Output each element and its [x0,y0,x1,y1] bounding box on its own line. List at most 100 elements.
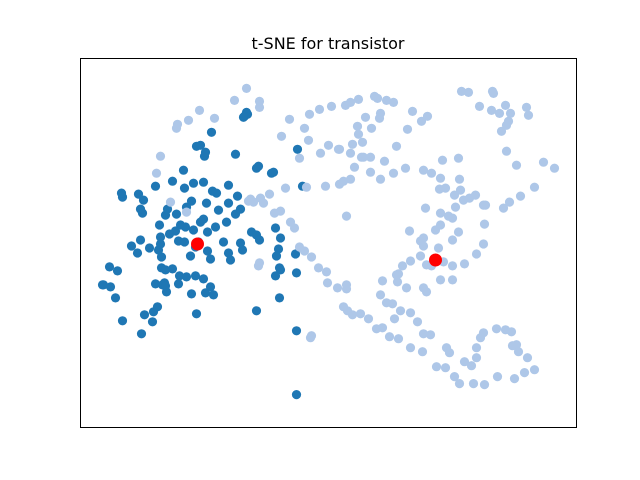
data-point-series-1-111 [332,283,343,293]
data-point-series-1-110 [341,280,352,290]
data-point-series-1-162 [420,203,431,213]
data-point-series-1-25 [458,195,469,205]
data-point-series-1-130 [320,181,331,191]
data-point-series-0-83 [112,266,123,276]
data-point-series-0-69 [188,225,199,235]
data-point-series-1-86 [513,347,524,357]
data-point-series-1-132 [338,176,349,186]
data-point-series-1-121 [269,208,280,218]
data-point-series-1-56 [435,208,446,218]
data-point-series-1-141 [388,97,399,107]
data-point-series-1-30 [453,153,464,163]
data-point-series-1-94 [454,379,465,389]
data-point-series-0-84 [104,262,115,272]
data-point-series-1-133 [345,174,356,184]
data-point-series-1-67 [389,314,400,324]
data-point-series-1-18 [529,182,540,192]
data-point-series-0-42 [155,239,166,249]
data-point-series-0-3 [238,112,249,122]
data-point-series-1-104 [363,314,374,324]
data-point-series-0-17 [274,293,285,303]
data-point-series-0-6 [191,141,202,151]
data-point-series-1-169 [422,111,433,121]
data-point-series-1-65 [391,270,402,280]
data-point-series-1-88 [529,365,540,375]
data-point-series-1-71 [418,329,429,339]
data-point-series-1-167 [402,124,413,134]
data-point-series-0-89 [147,317,158,327]
data-point-series-0-62 [274,263,285,273]
data-point-series-0-86 [110,293,121,303]
data-point-series-0-25 [201,198,212,208]
data-point-series-1-58 [433,243,444,253]
centroid-points [191,237,442,267]
data-point-series-1-198 [341,211,352,221]
data-point-series-1-89 [519,368,530,378]
data-point-series-0-19 [167,176,178,186]
data-point-series-1-44 [377,276,388,286]
data-point-series-1-178 [276,131,287,141]
data-point-series-0-109 [160,281,171,291]
data-point-series-1-181 [254,96,265,106]
data-point-series-1-42 [401,283,412,293]
data-point-series-1-52 [447,235,458,245]
data-point-series-1-157 [388,168,399,178]
data-point-series-0-118 [291,390,302,400]
data-point-series-1-183 [229,95,240,105]
data-point-series-1-97 [431,362,442,372]
data-point-series-1-163 [375,174,386,184]
data-point-series-0-70 [213,205,224,215]
data-point-series-1-190 [151,168,162,178]
data-point-series-1-87 [522,353,533,363]
data-point-series-1-147 [326,101,337,111]
data-point-series-0-4 [206,127,217,137]
data-point-series-1-98 [417,347,428,357]
data-point-series-1-151 [303,135,314,145]
data-point-series-1-99 [405,343,416,353]
data-point-series-1-129 [301,182,312,192]
data-point-series-0-9 [230,149,241,159]
data-point-series-1-4 [474,101,485,111]
data-point-series-0-27 [186,196,197,206]
data-point-series-1-138 [360,112,371,122]
centroid-point-1 [429,253,442,267]
data-point-series-1-179 [284,114,295,124]
data-point-series-1-112 [322,278,333,288]
data-point-series-1-77 [471,353,482,363]
data-point-series-0-92 [152,302,163,312]
data-point-series-0-67 [232,191,243,201]
data-point-series-1-117 [294,242,305,252]
data-point-series-1-125 [245,194,256,204]
data-point-series-1-134 [349,162,360,172]
data-point-series-0-106 [198,274,209,284]
data-point-series-1-114 [313,263,324,273]
data-point-series-0-39 [156,252,167,262]
data-point-series-1-16 [538,157,549,167]
data-point-series-1-61 [421,260,432,270]
data-point-series-0-48 [179,237,190,247]
data-point-series-0-65 [235,204,246,214]
data-point-series-0-102 [190,271,201,281]
data-point-series-0-111 [202,246,213,256]
data-point-series-1-175 [333,144,344,154]
data-point-series-1-146 [340,100,351,110]
data-point-series-1-11 [523,110,534,120]
data-point-series-1-197 [418,283,429,293]
data-point-series-1-196 [306,331,317,341]
data-point-series-0-13 [268,167,279,177]
data-point-series-0-90 [136,329,147,339]
data-point-series-1-186 [183,115,194,125]
data-point-series-0-105 [205,282,216,292]
data-point-series-1-140 [381,95,392,105]
data-point-series-1-170 [407,106,418,116]
data-point-series-1-93 [468,379,479,389]
data-point-series-1-64 [397,261,408,271]
data-point-series-0-66 [223,198,234,208]
data-point-series-0-20 [179,183,190,193]
data-point-series-1-76 [466,361,477,371]
data-point-series-0-23 [198,177,209,187]
data-point-series-1-113 [321,267,332,277]
data-point-series-0-31 [154,220,165,230]
